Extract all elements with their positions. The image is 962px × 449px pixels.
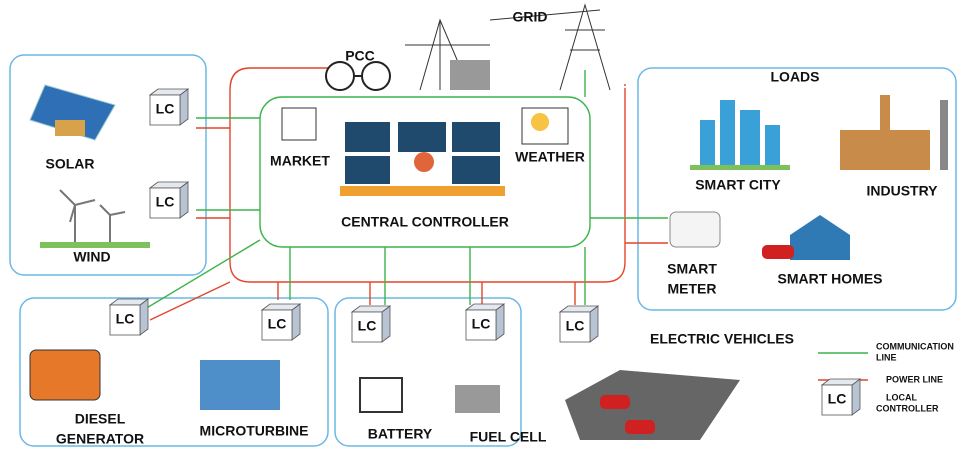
- wind-icon: [59, 189, 126, 245]
- battery-icon: [359, 377, 403, 413]
- controller-box: [259, 96, 591, 248]
- smart-homes-label: SMART HOMES: [778, 271, 883, 287]
- lc-cube-front: [149, 187, 181, 219]
- monitor: [452, 122, 500, 152]
- communication-lines: [139, 70, 668, 313]
- lc-label: LC: [156, 194, 175, 210]
- legend-label: CONTROLLER: [876, 403, 939, 413]
- loads-box: [637, 67, 957, 311]
- fuel-cell-icon: [455, 385, 500, 413]
- sun: [531, 113, 549, 131]
- city-icon: [700, 100, 780, 165]
- lc-label: LC: [268, 316, 287, 332]
- lc-label: LC: [156, 101, 175, 117]
- lc-label: LC: [116, 311, 135, 327]
- power-lines: [149, 127, 668, 321]
- lc-cube-front: [149, 94, 181, 126]
- market-label: MARKET: [270, 153, 330, 169]
- smart-city-label: SMART CITY: [695, 177, 781, 193]
- power-loop: [229, 67, 626, 283]
- car-icon: [625, 420, 655, 434]
- diesel-icon: [29, 349, 101, 401]
- microturbine-icon: [200, 360, 280, 410]
- meter-icon: [669, 211, 721, 248]
- smart-meter-label: METER: [668, 281, 717, 297]
- pcc-icon: [325, 61, 355, 91]
- loads-title: LOADS: [771, 69, 820, 85]
- legend-label: COMMUNICATION: [876, 341, 954, 351]
- industry-icon: [840, 95, 930, 170]
- smart-meter-label: SMART: [667, 261, 717, 277]
- lc-label: LC: [472, 316, 491, 332]
- grid-label: GRID: [513, 9, 548, 25]
- ev-label: ELECTRIC VEHICLES: [650, 331, 794, 347]
- house-icon: [55, 120, 85, 136]
- fuel-cell-label: FUEL CELL: [470, 429, 547, 445]
- desk: [340, 186, 505, 196]
- substation-icon: [450, 60, 490, 90]
- car-icon: [600, 395, 630, 409]
- battery-label: BATTERY: [368, 426, 433, 442]
- lc-cube-front: [559, 311, 591, 343]
- car-icon: [762, 245, 794, 259]
- lc-cube-front: [821, 384, 853, 416]
- lc-label: LC: [828, 391, 847, 407]
- solar-icon: [29, 84, 116, 141]
- ground: [40, 242, 150, 248]
- home-icon: [790, 215, 850, 260]
- lc-cube-front: [351, 311, 383, 343]
- controller-label: CENTRAL CONTROLLER: [341, 214, 509, 230]
- legend-label: LINE: [876, 352, 897, 362]
- weather-label: WEATHER: [515, 149, 585, 165]
- diesel-label: GENERATOR: [56, 431, 144, 447]
- monitor: [452, 156, 500, 184]
- pcc-label: PCC: [345, 48, 375, 64]
- chimney: [940, 100, 948, 170]
- microturbine-label: MICROTURBINE: [200, 423, 309, 439]
- grid-icon: [405, 3, 611, 91]
- lc-label: LC: [358, 318, 377, 334]
- legend-label: POWER LINE: [886, 374, 943, 384]
- lc-cube-front: [261, 309, 293, 341]
- industry-label: INDUSTRY: [866, 183, 938, 199]
- lc-cube-front: [465, 309, 497, 341]
- lc-cube-front: [109, 304, 141, 336]
- ground: [690, 165, 790, 170]
- market-icon: [281, 107, 317, 141]
- generator-box: [19, 297, 329, 447]
- solar-label: SOLAR: [46, 156, 95, 172]
- ev-station-icon: [565, 370, 740, 440]
- legend-label: LOCAL: [886, 392, 917, 402]
- monitor: [398, 122, 446, 152]
- source-box: [9, 54, 207, 276]
- monitor: [345, 156, 390, 184]
- lc-label: LC: [566, 318, 585, 334]
- diesel-label: DIESEL: [75, 411, 126, 427]
- pcc-icon: [361, 61, 391, 91]
- storage-box: [334, 297, 522, 447]
- operator: [414, 152, 434, 172]
- monitor: [345, 122, 390, 152]
- wind-label: WIND: [73, 249, 110, 265]
